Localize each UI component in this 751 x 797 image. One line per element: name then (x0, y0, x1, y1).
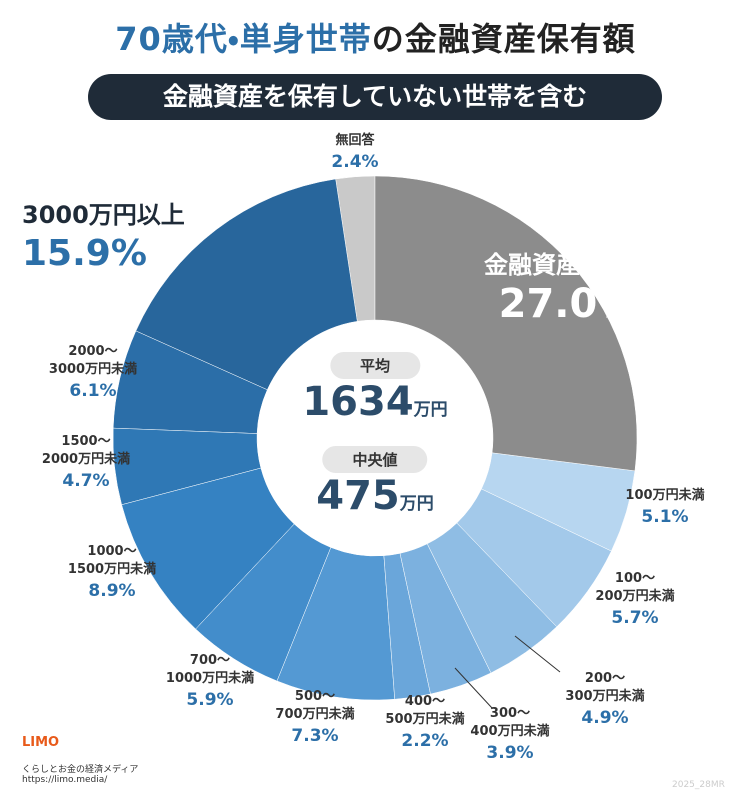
donut-slice (481, 452, 636, 552)
slice-label: 300～ 400万円未満 3.9% (470, 705, 549, 765)
donut-slice (195, 523, 332, 682)
category-label: 100万円未満 (625, 488, 705, 503)
donut-slice (112, 330, 268, 434)
median-block: 中央値 475万円 (316, 446, 434, 519)
title-rest: の金融資産保有額 (371, 20, 636, 58)
category-label: 1000～ 1500万円未満 (67, 544, 157, 577)
slice-label: 2000～ 3000万円未満 6.1% (49, 343, 137, 403)
category-label: 無回答 (335, 133, 375, 148)
value-label: 4.9% (581, 708, 629, 728)
slice-label: 3000万円以上 15.9% (22, 200, 185, 278)
value-label: 3.9% (486, 743, 534, 763)
value-label: 7.3% (291, 726, 339, 746)
donut-slice (426, 522, 558, 674)
url: https://limo.media/ (22, 775, 108, 785)
donut-slice (121, 467, 295, 630)
leader-line (514, 635, 561, 673)
value-label: 5.9% (186, 690, 234, 710)
category-label: 金融資産非保有 (484, 251, 652, 279)
category-label: 700～ 1000万円未満 (165, 653, 255, 686)
value-label: 6.1% (69, 381, 117, 401)
category-label: 3000万円以上 (22, 201, 185, 229)
value-label: 2.2% (401, 731, 449, 751)
category-label: 300～ 400万円未満 (470, 706, 550, 739)
category-label: 2000～ 3000万円未満 (48, 344, 138, 377)
median-unit: 万円 (399, 494, 434, 514)
donut-slice (456, 488, 612, 628)
value-label: 5.1% (641, 507, 689, 527)
mean-value: 1634 (302, 379, 414, 425)
category-label: 200～ 300万円未満 (565, 671, 645, 704)
slice-label: 500～ 700万円未満 7.3% (275, 688, 354, 748)
value-label: 27.0% (498, 281, 638, 327)
category-label: 1500～ 2000万円未満 (41, 434, 131, 467)
slice-label: 400～ 500万円未満 2.2% (385, 693, 464, 753)
median-value: 475 (316, 473, 400, 519)
logo: LIMO (22, 735, 60, 750)
donut-slice (374, 175, 638, 472)
donut-slice (276, 547, 396, 701)
mean-unit: 万円 (413, 400, 448, 420)
subtitle: 金融資産を保有していない世帯を含む (88, 74, 662, 120)
value-label: 2.4% (331, 152, 379, 172)
value-label: 4.7% (62, 471, 110, 491)
donut-slice (135, 178, 358, 391)
title-lead: 70歳代・単身世帯 (115, 20, 372, 58)
slice-label: 200～ 300万円未満 4.9% (565, 670, 644, 730)
mean-block: 平均 1634万円 (302, 352, 448, 425)
slice-label: 1500～ 2000万円未満 4.7% (42, 433, 130, 493)
slice-label: 金融資産非保有 27.0% (484, 250, 652, 328)
value-label: 5.7% (611, 608, 659, 628)
value-label: 15.9% (22, 233, 147, 274)
median-label: 中央値 (322, 446, 428, 473)
leader-line (454, 667, 493, 709)
category-label: 100～ 200万円未満 (595, 571, 675, 604)
value-label: 8.9% (88, 581, 136, 601)
donut-slice (399, 543, 492, 695)
tagline: くらしとお金の経済メディア (22, 765, 139, 775)
mean-label: 平均 (329, 352, 421, 379)
slice-label: 1000～ 1500万円未満 8.9% (68, 543, 156, 603)
donut-slice (383, 553, 431, 700)
slice-label: 100～ 200万円未満 5.7% (595, 570, 674, 630)
slice-label: 100万円未満 5.1% (625, 487, 704, 529)
slice-label: 700～ 1000万円未満 5.9% (166, 652, 254, 712)
category-label: 400～ 500万円未満 (385, 694, 465, 727)
slice-label: 無回答 2.4% (331, 132, 378, 174)
category-label: 500～ 700万円未満 (275, 689, 355, 722)
code: 2025_28MR (672, 780, 725, 790)
chart-title: 70歳代・単身世帯の金融資産保有額 (0, 14, 751, 60)
donut-slice (112, 427, 262, 506)
